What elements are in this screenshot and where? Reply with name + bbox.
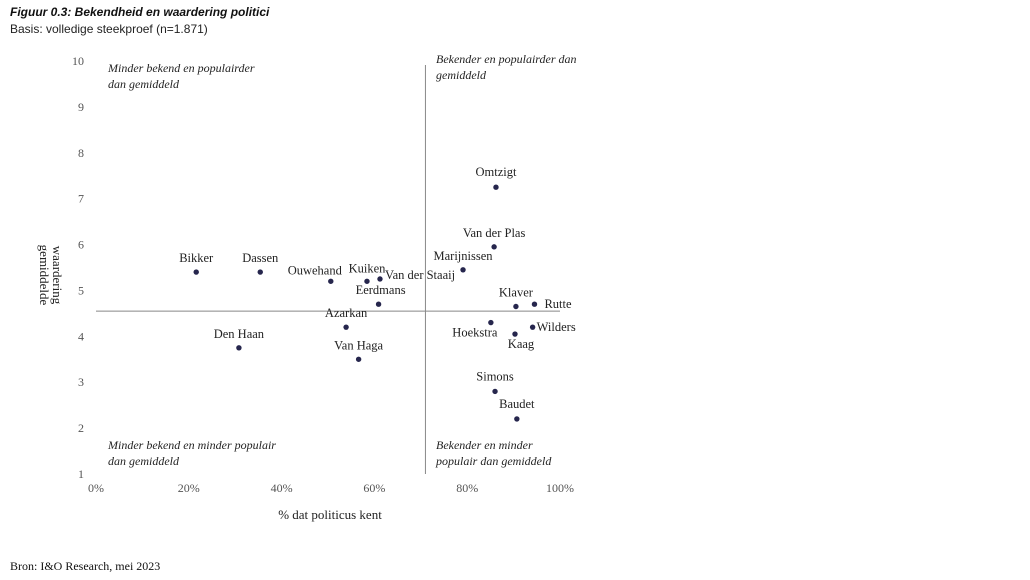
x-axis-ticks: 0% 20% 40% 60% 80% 100% [88, 481, 574, 495]
point-label-wilders: Wilders [537, 320, 576, 334]
data-point-den-haan [236, 345, 242, 351]
y-tick-label: 2 [78, 421, 84, 435]
y-tick-label: 4 [78, 329, 84, 343]
x-tick-label: 100% [546, 481, 574, 495]
figure-title: Figuur 0.3: Bekendheid en waardering pol… [10, 5, 270, 19]
quadrant-label-top-right: Bekender en populairder dan [436, 52, 577, 66]
y-tick-label: 7 [78, 192, 84, 206]
data-point-wilders [529, 324, 536, 330]
quadrant-labels: Minder bekend en populairder dan gemiddel… [107, 52, 577, 468]
y-axis-ticks: 1 2 3 4 5 6 7 8 9 10 [72, 54, 84, 481]
point-label-den-haan: Den Haan [214, 327, 265, 341]
y-tick-label: 6 [78, 238, 84, 252]
quadrant-label-top-left: dan gemiddeld [108, 77, 180, 91]
quadrant-label-bottom-left: Minder bekend en minder populair [107, 438, 276, 452]
data-point-klaver [513, 303, 519, 310]
y-axis-title-line-1: gemiddelde [37, 245, 52, 306]
data-point-bikker [193, 269, 199, 275]
y-axis-title-line-2: waardering [50, 246, 65, 305]
figure-source: Bron: I&O Research, mei 2023 [10, 559, 161, 573]
point-label-van-der-staaij: Van der Staaij [385, 268, 455, 282]
data-points [193, 184, 538, 422]
quadrant-label-bottom-right: populair dan gemiddeld [435, 454, 552, 468]
point-label-marijnissen: Marijnissen [434, 249, 494, 263]
point-label-hoekstra: Hoekstra [452, 326, 498, 340]
y-tick-label: 10 [72, 54, 84, 68]
point-label-eerdmans: Eerdmans [356, 283, 406, 297]
quadrant-label-bottom-left: dan gemiddeld [108, 454, 180, 468]
reference-lines [96, 65, 560, 474]
point-label-ouwehand: Ouwehand [288, 263, 343, 277]
y-tick-label: 5 [78, 283, 84, 297]
data-point-van-haga [355, 356, 362, 362]
quadrant-label-top-left: Minder bekend en populairder [107, 61, 255, 75]
point-label-simons: Simons [476, 369, 514, 383]
point-label-baudet: Baudet [499, 397, 535, 411]
data-point-van-der-staaij [377, 276, 383, 282]
quadrant-label-bottom-right: Bekender en minder [436, 438, 533, 452]
point-label-omtzigt: Omtzigt [475, 165, 516, 179]
y-axis-title: gemiddelde waardering [37, 245, 65, 306]
x-axis-title: % dat politicus kent [278, 507, 382, 522]
data-point-simons [492, 388, 498, 395]
point-label-rutte: Rutte [544, 297, 572, 311]
point-label-azarkan: Azarkan [325, 306, 368, 320]
data-point-kuiken [364, 278, 370, 284]
data-point-van-der-plas [491, 244, 497, 250]
x-tick-label: 40% [271, 481, 293, 495]
point-label-kuiken: Kuiken [349, 261, 387, 275]
point-label-van-haga: Van Haga [334, 338, 383, 352]
data-point-hoekstra [488, 319, 494, 326]
x-tick-label: 80% [456, 481, 478, 495]
y-tick-label: 8 [78, 146, 84, 160]
data-point-omtzigt [493, 184, 499, 190]
x-tick-label: 60% [363, 481, 385, 495]
quadrant-label-top-right: gemiddeld [436, 68, 487, 82]
data-point-azarkan [343, 324, 349, 330]
point-labels: Bikker Dassen Ouwehand Kuiken Van der Staaij… [179, 165, 576, 411]
point-label-kaag: Kaag [508, 337, 535, 351]
y-tick-label: 9 [78, 100, 84, 114]
data-point-ouwehand [328, 278, 334, 284]
figure-subtitle: Basis: volledige steekproef (n=1.871) [10, 22, 208, 36]
point-label-van-der-plas: Van der Plas [463, 226, 526, 240]
data-point-rutte [531, 301, 538, 307]
scatter-chart: 1 2 3 4 5 6 7 8 9 10 0% 20% 40% 60% 80% 100% Minder be… [37, 52, 577, 522]
data-point-eerdmans [375, 301, 382, 307]
x-tick-label: 0% [88, 481, 104, 495]
point-label-bikker: Bikker [179, 251, 214, 265]
x-tick-label: 20% [178, 481, 200, 495]
point-label-dassen: Dassen [242, 251, 279, 265]
data-point-baudet [514, 416, 520, 422]
data-point-kaag [512, 331, 518, 337]
data-point-dassen [257, 269, 263, 275]
y-tick-label: 1 [78, 467, 84, 481]
data-point-marijnissen [460, 267, 466, 273]
point-label-klaver: Klaver [499, 286, 534, 300]
y-tick-label: 3 [78, 375, 84, 389]
